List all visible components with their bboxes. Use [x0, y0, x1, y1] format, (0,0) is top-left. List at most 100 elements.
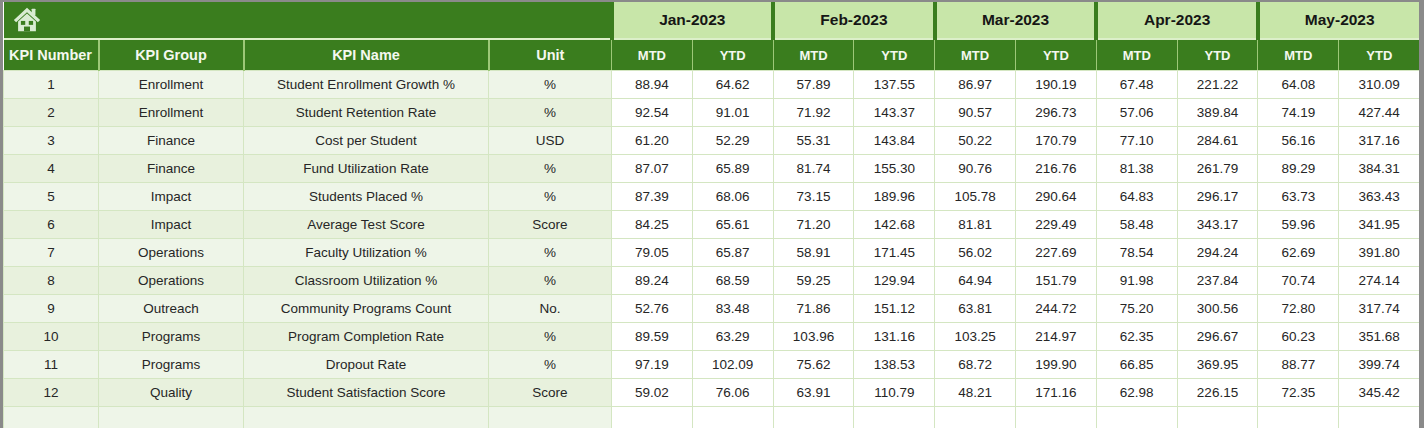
- empty-cell[interactable]: [935, 407, 1016, 428]
- unit-cell[interactable]: %: [489, 323, 612, 351]
- month-header-jan[interactable]: Jan-2023: [612, 2, 774, 39]
- value-cell[interactable]: 58.48: [1096, 211, 1177, 239]
- value-cell[interactable]: 89.29: [1258, 155, 1339, 183]
- value-cell[interactable]: 70.74: [1258, 267, 1339, 295]
- value-cell[interactable]: 97.19: [612, 351, 693, 379]
- value-cell[interactable]: 64.08: [1258, 71, 1339, 99]
- unit-cell[interactable]: %: [489, 239, 612, 267]
- kpi-name-cell[interactable]: Student Retention Rate: [244, 99, 489, 127]
- unit-cell[interactable]: %: [489, 183, 612, 211]
- value-cell[interactable]: 72.80: [1258, 295, 1339, 323]
- value-cell[interactable]: 77.10: [1096, 127, 1177, 155]
- value-cell[interactable]: 284.61: [1177, 127, 1258, 155]
- value-cell[interactable]: 87.07: [612, 155, 693, 183]
- value-cell[interactable]: 389.84: [1177, 99, 1258, 127]
- value-cell[interactable]: 65.87: [692, 239, 773, 267]
- value-cell[interactable]: 151.12: [854, 295, 935, 323]
- value-cell[interactable]: 81.81: [935, 211, 1016, 239]
- kpi-group-cell[interactable]: Operations: [99, 239, 244, 267]
- value-cell[interactable]: 84.25: [612, 211, 693, 239]
- value-cell[interactable]: 63.29: [692, 323, 773, 351]
- value-cell[interactable]: 65.89: [692, 155, 773, 183]
- value-cell[interactable]: 296.17: [1177, 183, 1258, 211]
- empty-cell[interactable]: [692, 407, 773, 428]
- subheader-feb-ytd[interactable]: YTD: [854, 39, 935, 71]
- value-cell[interactable]: 129.94: [854, 267, 935, 295]
- column-header-kpi-name[interactable]: KPI Name: [244, 39, 489, 71]
- value-cell[interactable]: 63.81: [935, 295, 1016, 323]
- value-cell[interactable]: 296.73: [1016, 99, 1097, 127]
- subheader-apr-mtd[interactable]: MTD: [1096, 39, 1177, 71]
- value-cell[interactable]: 76.06: [692, 379, 773, 407]
- value-cell[interactable]: 345.42: [1339, 379, 1420, 407]
- kpi-name-cell[interactable]: Community Programs Count: [244, 295, 489, 323]
- value-cell[interactable]: 68.59: [692, 267, 773, 295]
- value-cell[interactable]: 71.86: [773, 295, 854, 323]
- value-cell[interactable]: 427.44: [1339, 99, 1420, 127]
- kpi-group-cell[interactable]: Outreach: [99, 295, 244, 323]
- value-cell[interactable]: 52.29: [692, 127, 773, 155]
- empty-cell[interactable]: [1016, 407, 1097, 428]
- kpi-group-cell[interactable]: Finance: [99, 155, 244, 183]
- value-cell[interactable]: 89.24: [612, 267, 693, 295]
- kpi-number-cell[interactable]: 9: [4, 295, 99, 323]
- value-cell[interactable]: 62.35: [1096, 323, 1177, 351]
- value-cell[interactable]: 261.79: [1177, 155, 1258, 183]
- value-cell[interactable]: 296.67: [1177, 323, 1258, 351]
- month-header-may[interactable]: May-2023: [1258, 2, 1420, 39]
- value-cell[interactable]: 88.77: [1258, 351, 1339, 379]
- value-cell[interactable]: 78.54: [1096, 239, 1177, 267]
- value-cell[interactable]: 57.06: [1096, 99, 1177, 127]
- month-header-mar[interactable]: Mar-2023: [935, 2, 1097, 39]
- value-cell[interactable]: 131.16: [854, 323, 935, 351]
- value-cell[interactable]: 290.64: [1016, 183, 1097, 211]
- kpi-number-cell[interactable]: 12: [4, 379, 99, 407]
- kpi-number-cell[interactable]: 7: [4, 239, 99, 267]
- value-cell[interactable]: 369.95: [1177, 351, 1258, 379]
- value-cell[interactable]: 155.30: [854, 155, 935, 183]
- unit-cell[interactable]: %: [489, 99, 612, 127]
- value-cell[interactable]: 75.20: [1096, 295, 1177, 323]
- value-cell[interactable]: 143.37: [854, 99, 935, 127]
- value-cell[interactable]: 190.19: [1016, 71, 1097, 99]
- value-cell[interactable]: 66.85: [1096, 351, 1177, 379]
- value-cell[interactable]: 226.15: [1177, 379, 1258, 407]
- subheader-mar-ytd[interactable]: YTD: [1016, 39, 1097, 71]
- kpi-group-cell[interactable]: Impact: [99, 183, 244, 211]
- kpi-name-cell[interactable]: Dropout Rate: [244, 351, 489, 379]
- value-cell[interactable]: 72.35: [1258, 379, 1339, 407]
- value-cell[interactable]: 60.23: [1258, 323, 1339, 351]
- value-cell[interactable]: 229.49: [1016, 211, 1097, 239]
- kpi-number-cell[interactable]: 11: [4, 351, 99, 379]
- value-cell[interactable]: 65.61: [692, 211, 773, 239]
- kpi-number-cell[interactable]: 8: [4, 267, 99, 295]
- kpi-name-cell[interactable]: Student Satisfaction Score: [244, 379, 489, 407]
- value-cell[interactable]: 61.20: [612, 127, 693, 155]
- kpi-group-cell[interactable]: Finance: [99, 127, 244, 155]
- value-cell[interactable]: 92.54: [612, 99, 693, 127]
- value-cell[interactable]: 55.31: [773, 127, 854, 155]
- column-header-kpi-group[interactable]: KPI Group: [99, 39, 244, 71]
- kpi-number-cell[interactable]: 1: [4, 71, 99, 99]
- value-cell[interactable]: 341.95: [1339, 211, 1420, 239]
- value-cell[interactable]: 68.06: [692, 183, 773, 211]
- value-cell[interactable]: 64.83: [1096, 183, 1177, 211]
- value-cell[interactable]: 73.15: [773, 183, 854, 211]
- value-cell[interactable]: 59.02: [612, 379, 693, 407]
- value-cell[interactable]: 343.17: [1177, 211, 1258, 239]
- value-cell[interactable]: 103.25: [935, 323, 1016, 351]
- value-cell[interactable]: 71.20: [773, 211, 854, 239]
- month-header-apr[interactable]: Apr-2023: [1096, 2, 1258, 39]
- value-cell[interactable]: 67.48: [1096, 71, 1177, 99]
- kpi-name-cell[interactable]: Students Placed %: [244, 183, 489, 211]
- value-cell[interactable]: 351.68: [1339, 323, 1420, 351]
- kpi-number-cell[interactable]: 6: [4, 211, 99, 239]
- value-cell[interactable]: 171.45: [854, 239, 935, 267]
- value-cell[interactable]: 310.09: [1339, 71, 1420, 99]
- value-cell[interactable]: 86.97: [935, 71, 1016, 99]
- subheader-may-ytd[interactable]: YTD: [1339, 39, 1420, 71]
- column-header-kpi-number[interactable]: KPI Number: [4, 39, 99, 71]
- kpi-name-cell[interactable]: Program Completion Rate: [244, 323, 489, 351]
- subheader-jan-mtd[interactable]: MTD: [612, 39, 693, 71]
- value-cell[interactable]: 64.62: [692, 71, 773, 99]
